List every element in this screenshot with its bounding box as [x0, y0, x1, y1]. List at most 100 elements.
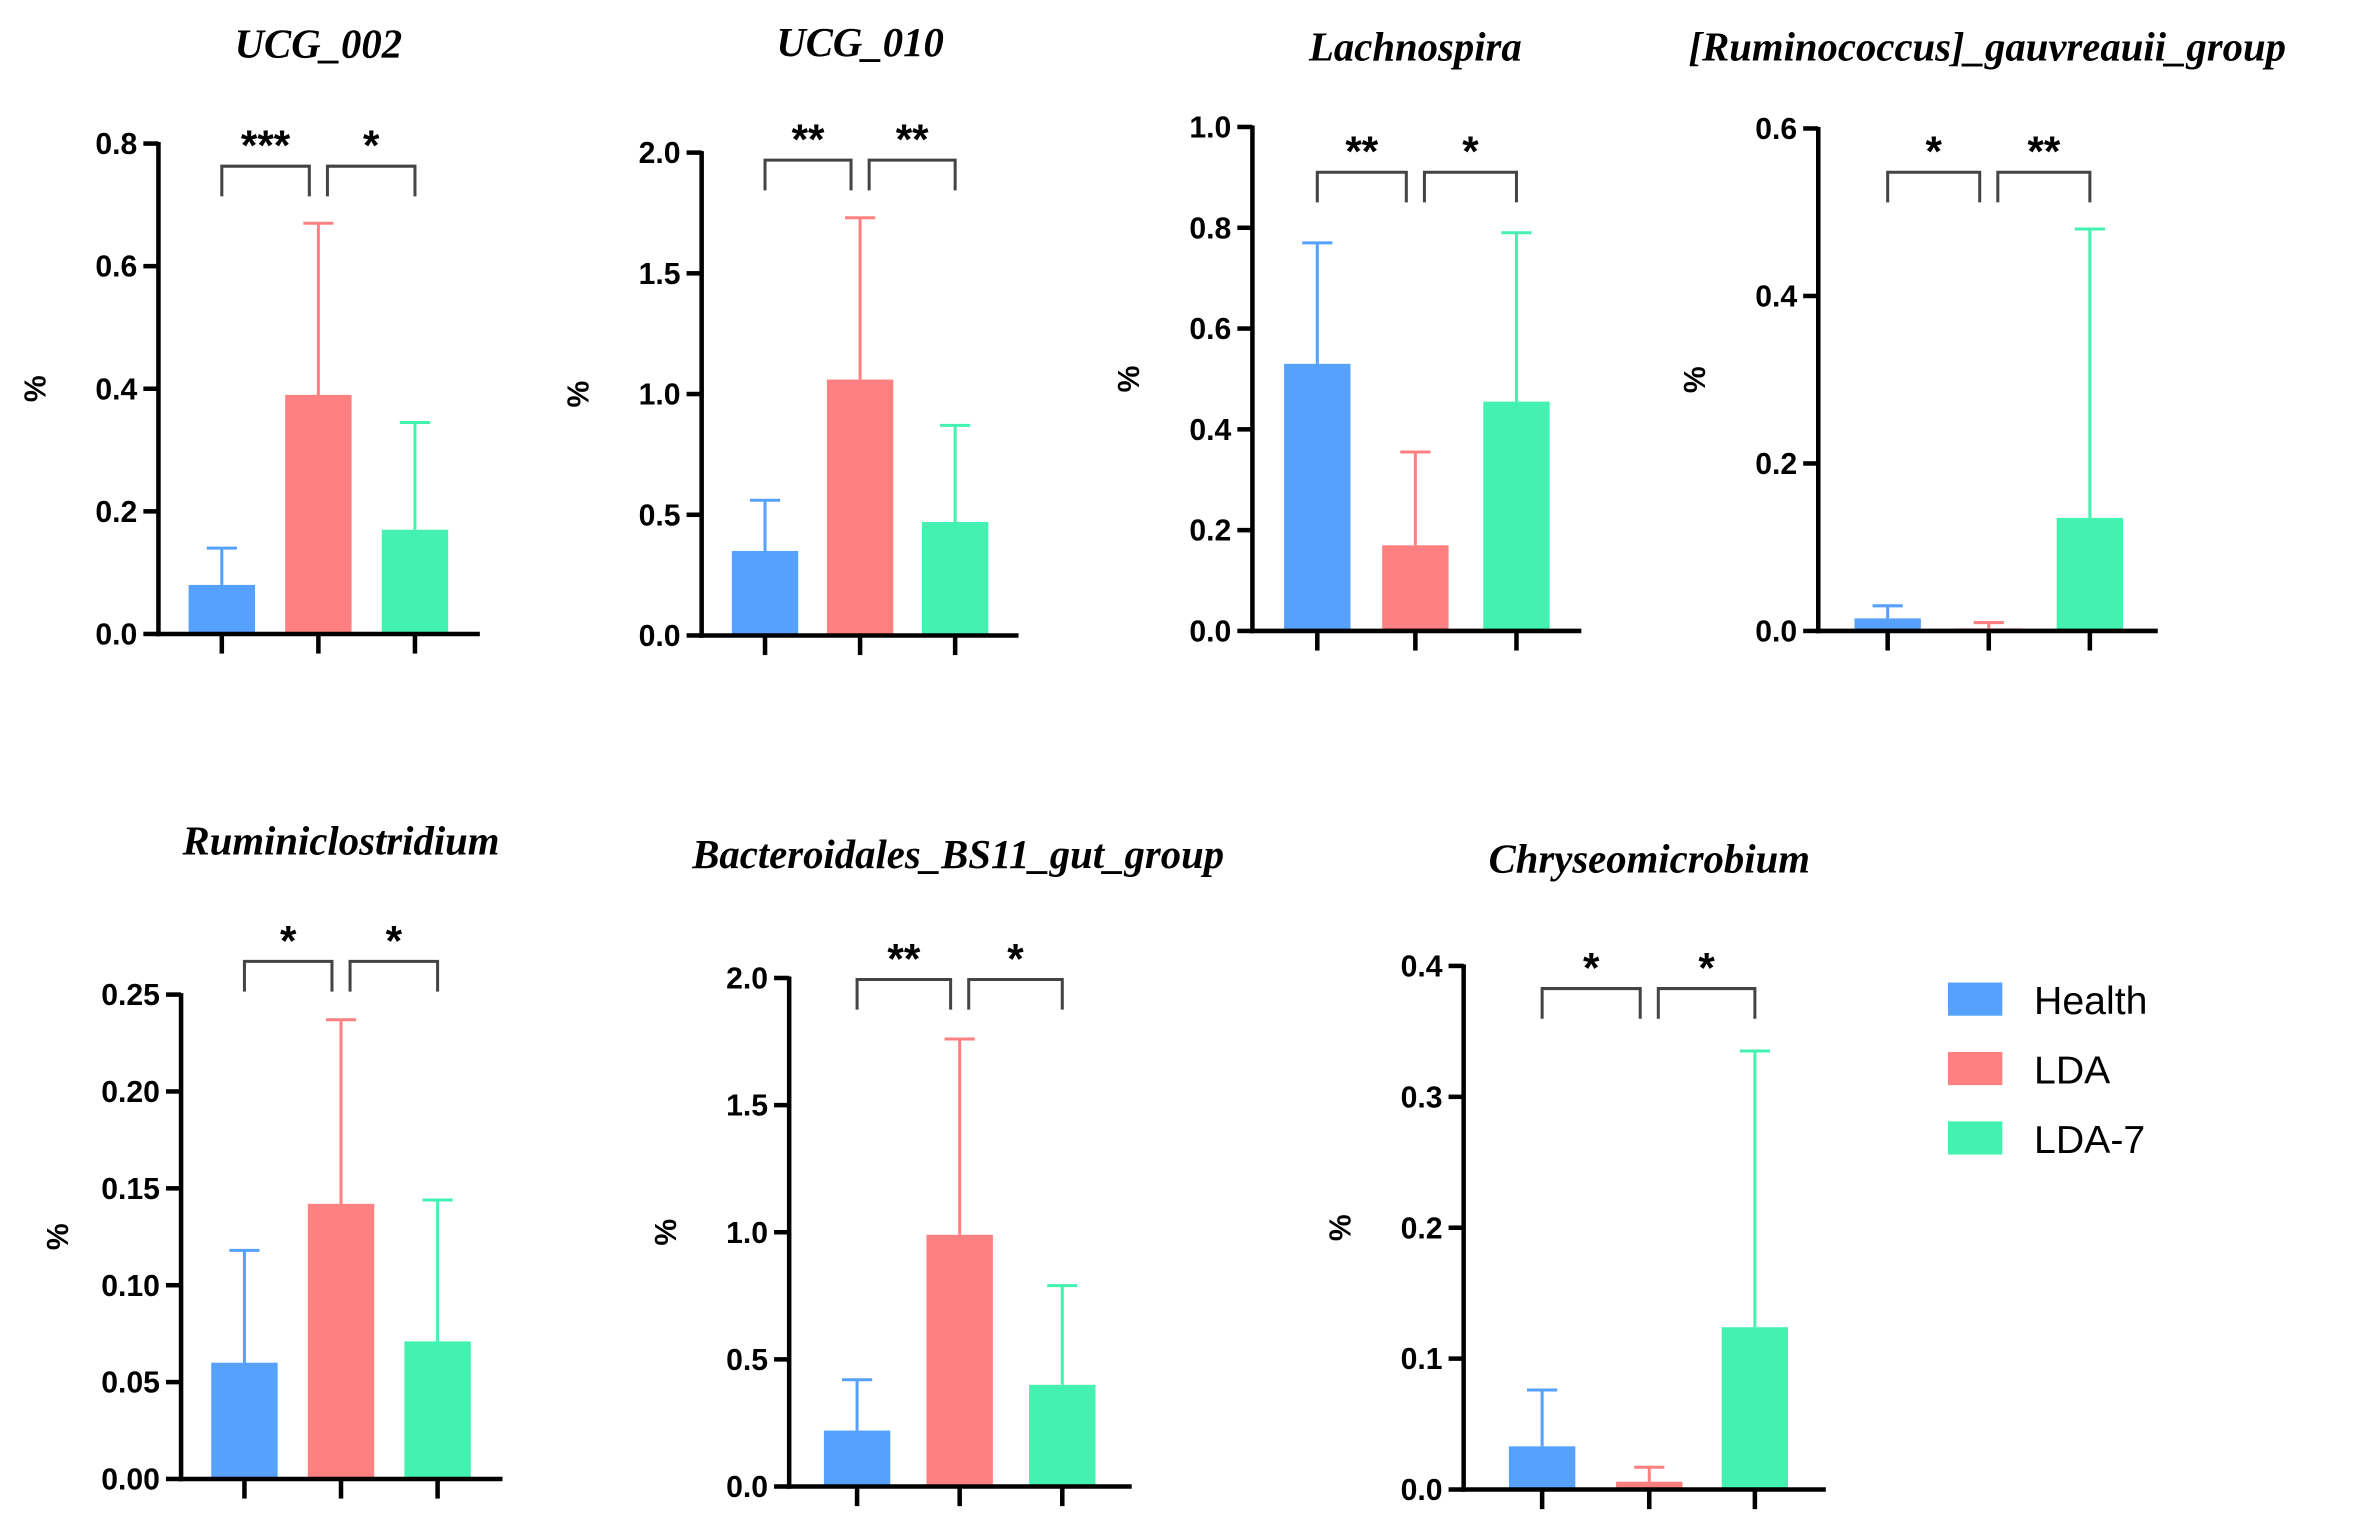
- y-axis-label: %: [19, 375, 52, 402]
- significance-label: ***: [241, 122, 291, 169]
- y-tick-label: 0.6: [1189, 313, 1231, 346]
- significance-bracket: [1886, 170, 1982, 203]
- y-tick-label: 0.4: [95, 373, 137, 406]
- significance-label: *: [1007, 935, 1024, 982]
- bar-health: [1854, 618, 1921, 631]
- significance-bracket: [242, 959, 334, 992]
- bar-health: [188, 584, 256, 634]
- y-tick-label: 0.0: [95, 619, 137, 652]
- y-tick-label: 0.4: [1401, 950, 1443, 983]
- significance-bracket: [1315, 170, 1408, 203]
- bar-lda: [1382, 545, 1449, 631]
- y-tick-label: 0.0: [1189, 616, 1231, 649]
- y-tick-label: 0.2: [1755, 448, 1797, 481]
- bar-lda: [307, 1203, 375, 1479]
- significance-bracket: [763, 158, 853, 191]
- significance-label: **: [887, 935, 920, 982]
- y-tick-label: 0.1: [1401, 1343, 1443, 1376]
- panel-title: Chryseomicrobium: [1489, 836, 1810, 881]
- bar-lda: [1616, 1481, 1683, 1490]
- panel-title: Bacteroidales_BS11_gut_group: [691, 832, 1224, 877]
- significance-label: *: [280, 917, 297, 964]
- y-axis-label: %: [650, 1219, 683, 1246]
- y-axis-label: %: [562, 380, 595, 407]
- panel-title: Lachnospira: [1308, 25, 1522, 70]
- y-tick-label: 0.0: [1755, 616, 1797, 649]
- bar-health: [1284, 363, 1351, 631]
- significance-label: **: [2027, 128, 2060, 175]
- significance-bracket: [855, 977, 953, 1010]
- bar-lda-7: [2056, 517, 2124, 631]
- panel-title: Ruminiclostridium: [182, 818, 500, 863]
- y-tick-label: 0.4: [1755, 281, 1797, 314]
- bar-health: [731, 550, 799, 636]
- y-tick-label: 1.5: [726, 1090, 768, 1123]
- legend-swatch-lda: [1948, 1051, 2003, 1086]
- bar-lda-7: [381, 529, 449, 634]
- chart-panel-ruminiclostridium: Ruminiclostridium 0.00 0.05 0.10 0.15 0.20 0.2…: [42, 818, 503, 1499]
- significance-bracket: [967, 977, 1064, 1010]
- y-tick-label: 0.05: [101, 1367, 160, 1400]
- bar-lda-7: [1029, 1384, 1096, 1487]
- y-axis-label: %: [42, 1223, 75, 1250]
- y-tick-label: 0.2: [95, 496, 137, 529]
- y-tick-label: 0.25: [101, 979, 160, 1012]
- y-axis-label: %: [1324, 1214, 1357, 1241]
- y-tick-label: 0.8: [95, 128, 137, 161]
- y-tick-label: 2.0: [726, 963, 768, 996]
- y-tick-label: 0.15: [101, 1173, 160, 1206]
- chart-panel-chryseomicrobium: Chryseomicrobium 0.0 0.1 0.2 0.3 0.4% * *: [1324, 836, 1826, 1510]
- significance-bracket: [220, 164, 311, 197]
- y-tick-label: 0.2: [1189, 515, 1231, 548]
- y-tick-label: 0.0: [1401, 1474, 1443, 1507]
- significance-bracket: [1540, 987, 1642, 1019]
- significance-bracket: [1996, 170, 2092, 203]
- chart-panel-bacteroidales-bs11-gut-group: Bacteroidales_BS11_gut_group 0.0 0.5 1.0 1.5…: [650, 832, 1224, 1507]
- y-tick-label: 0.8: [1189, 212, 1231, 245]
- y-tick-label: 0.0: [639, 620, 681, 653]
- chart-panel--ruminococcus-gauvreauii-group: [Ruminococcus]_gauvreauii_group 0.0 0.2 0.4…: [1679, 25, 2286, 651]
- legend: Health LDA LDA-7: [1948, 979, 2147, 1162]
- y-tick-label: 0.20: [101, 1076, 160, 1109]
- y-tick-label: 1.0: [726, 1217, 768, 1250]
- bar-lda-7: [1721, 1327, 1789, 1490]
- panel-title: UCG_002: [235, 22, 402, 67]
- significance-label: *: [1925, 128, 1942, 175]
- legend-label: LDA: [2034, 1049, 2111, 1093]
- bar-health: [823, 1430, 891, 1487]
- legend-swatch-lda-7: [1948, 1121, 2003, 1155]
- y-tick-label: 2.0: [639, 137, 681, 170]
- y-axis-label: %: [1679, 366, 1712, 393]
- significance-label: *: [386, 917, 403, 964]
- bar-lda-7: [1483, 401, 1550, 631]
- legend-label: Health: [2034, 979, 2147, 1023]
- bar-lda-7: [404, 1341, 471, 1479]
- y-tick-label: 0.3: [1401, 1081, 1443, 1114]
- y-tick-label: 0.5: [726, 1344, 768, 1377]
- panel-title: UCG_010: [776, 20, 943, 65]
- y-tick-label: 1.0: [639, 379, 681, 412]
- significance-label: **: [1345, 128, 1378, 175]
- y-tick-label: 1.0: [1189, 112, 1231, 145]
- significance-label: *: [1583, 945, 1600, 992]
- bar-lda: [926, 1234, 993, 1487]
- significance-label: *: [1462, 128, 1479, 175]
- significance-label: *: [363, 122, 380, 169]
- y-tick-label: 0.6: [1755, 113, 1797, 146]
- bar-lda: [826, 379, 894, 636]
- significance-bracket: [1656, 987, 1757, 1019]
- y-tick-label: 0.4: [1189, 414, 1231, 447]
- bar-lda-7: [921, 521, 989, 636]
- y-tick-label: 0.10: [101, 1270, 160, 1303]
- y-axis-label: %: [1113, 365, 1146, 392]
- significance-bracket: [348, 959, 440, 992]
- significance-label: *: [1698, 945, 1715, 992]
- panel-title: [Ruminococcus]_gauvreauii_group: [1689, 25, 2286, 70]
- y-tick-label: 0.5: [639, 499, 681, 532]
- legend-label: LDA-7: [2034, 1118, 2145, 1162]
- y-tick-label: 0.00: [101, 1464, 160, 1497]
- y-tick-label: 1.5: [639, 258, 681, 291]
